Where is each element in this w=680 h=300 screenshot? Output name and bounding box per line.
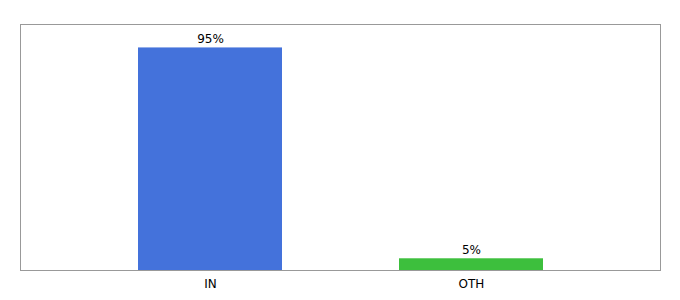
svg-text:5%: 5% (462, 243, 481, 257)
svg-text:OTH: OTH (459, 277, 485, 291)
svg-text:95%: 95% (197, 32, 224, 46)
svg-text:IN: IN (204, 277, 217, 291)
